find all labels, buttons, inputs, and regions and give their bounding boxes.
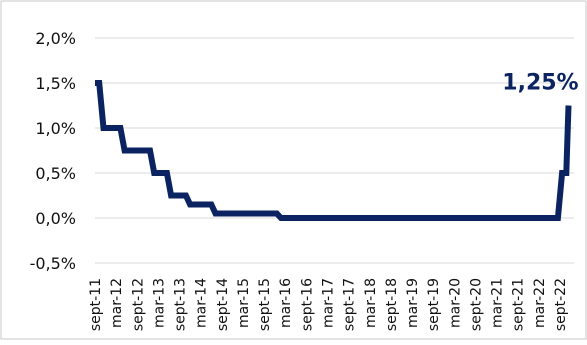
x-tick-label: mar-21 <box>490 278 506 328</box>
x-tick-label: mar-22 <box>532 278 548 328</box>
x-tick-label: sept-22 <box>553 278 569 331</box>
end-value-label: 1,25% <box>502 71 578 96</box>
y-tick-label: 0,0% <box>35 209 76 228</box>
x-tick-label: sept-17 <box>342 278 358 331</box>
x-tick-label: mar-18 <box>363 278 379 328</box>
x-tick-label: mar-15 <box>236 278 252 328</box>
y-tick-label: 1,5% <box>35 74 76 93</box>
x-tick-label: sept-16 <box>299 278 315 331</box>
x-tick-label: sept-18 <box>384 278 400 331</box>
x-tick-label: mar-20 <box>447 278 463 328</box>
x-tick-label: sept-15 <box>257 278 273 331</box>
y-tick-label: 1,0% <box>35 119 76 138</box>
x-tick-label: mar-16 <box>278 278 294 328</box>
x-tick-label: sept-14 <box>215 278 231 331</box>
x-tick-label: mar-19 <box>405 278 421 328</box>
x-tick-label: mar-17 <box>321 278 337 328</box>
y-tick-label: 0,5% <box>35 164 76 183</box>
x-tick-label: mar-12 <box>109 278 125 328</box>
x-tick-label: sept-13 <box>173 278 189 331</box>
x-tick-label: sept-21 <box>511 278 527 331</box>
x-tick-label: sept-19 <box>426 278 442 331</box>
x-axis-tick-labels: sept-11 mar-12 sept-12 mar-13 sept-13 mar-14 s… <box>88 278 569 331</box>
y-tick-label: 2,0% <box>35 29 76 48</box>
x-tick-label: mar-14 <box>194 278 210 328</box>
y-tick-label: -0,5% <box>30 254 76 273</box>
x-tick-label: sept-20 <box>468 278 484 331</box>
x-tick-label: sept-12 <box>130 278 146 331</box>
x-tick-label: mar-13 <box>151 278 167 328</box>
x-tick-label: sept-11 <box>88 278 104 331</box>
